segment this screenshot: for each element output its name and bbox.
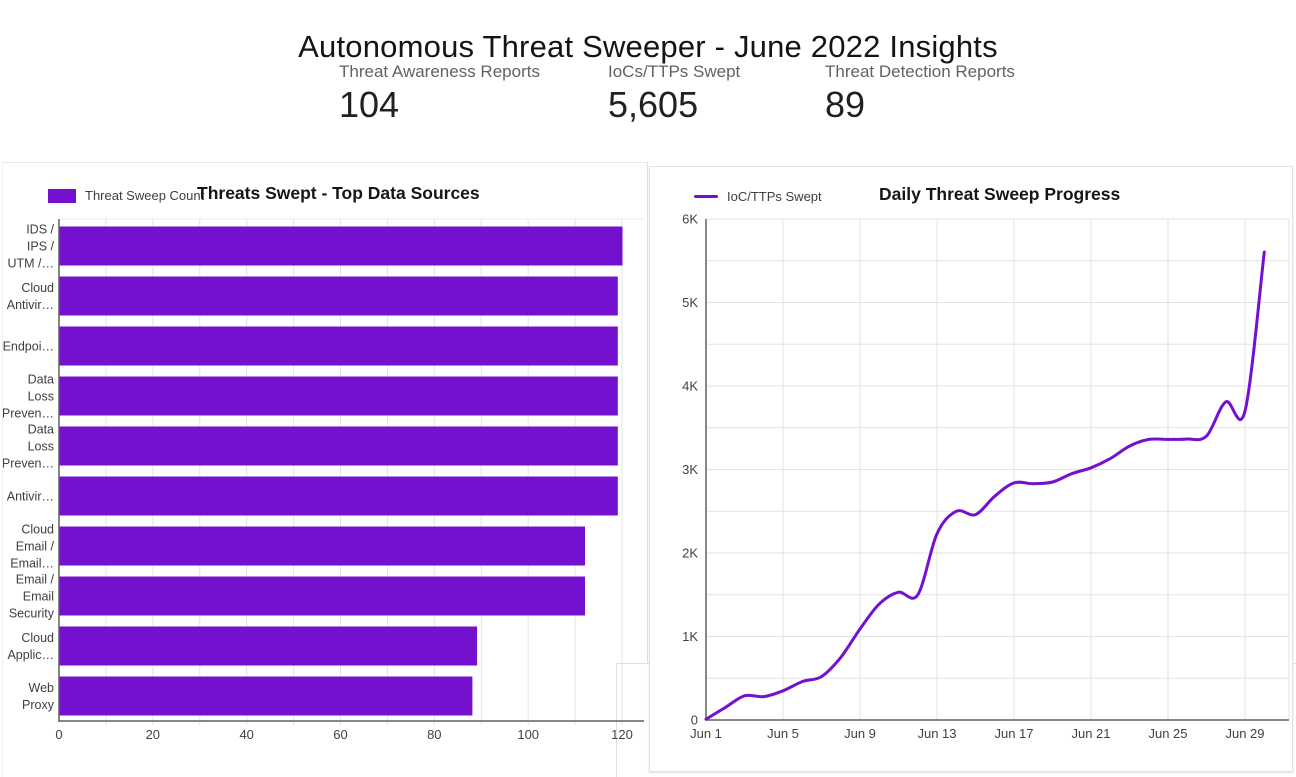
kpi-value: 5,605	[608, 84, 699, 125]
svg-text:Data: Data	[28, 373, 54, 387]
kpi-label: Threat Detection Reports	[825, 62, 1015, 81]
svg-text:Jun 25: Jun 25	[1148, 726, 1187, 741]
y-axis-tick-labels: 0 1K 2K 3K 4K 5K 6K	[682, 212, 698, 728]
svg-text:2K: 2K	[682, 546, 698, 561]
svg-text:Jun 9: Jun 9	[844, 726, 876, 741]
svg-text:Web: Web	[29, 681, 55, 695]
bar-segment[interactable]	[59, 326, 618, 366]
legend-label: Threat Sweep Count	[85, 188, 205, 203]
bar-segment[interactable]	[59, 426, 618, 466]
bar-segment[interactable]	[59, 626, 478, 666]
bar-segment[interactable]	[59, 526, 586, 566]
legend-line-swatch-icon	[694, 195, 718, 198]
svg-text:4K: 4K	[682, 379, 698, 394]
bar-chart-plot[interactable]: 0 20 40 60 80 100 120 IDS / IPS / UTM /… Cloud Anti…	[3, 163, 647, 777]
svg-text:Email…: Email…	[10, 557, 54, 571]
svg-text:Data: Data	[28, 423, 54, 437]
svg-text:UTM /…: UTM /…	[7, 257, 54, 271]
svg-text:60: 60	[333, 727, 347, 742]
category-labels: IDS / IPS / UTM /… Cloud Antivir… Endpoi… Data…	[3, 223, 55, 713]
svg-text:80: 80	[427, 727, 441, 742]
line-chart-gridlines	[706, 218, 1290, 720]
legend-label: IoC/TTPs Swept	[727, 189, 822, 204]
kpi-value: 104	[339, 84, 400, 125]
kpi-iocs-ttps-swept: IoCs/TTPs Swept 5,605	[608, 62, 740, 125]
svg-text:Email /: Email /	[16, 540, 55, 554]
svg-text:Security: Security	[9, 607, 55, 621]
bar-segment[interactable]	[59, 276, 618, 316]
svg-text:20: 20	[146, 727, 160, 742]
svg-text:IPS /: IPS /	[27, 240, 55, 254]
svg-text:Proxy: Proxy	[22, 698, 55, 712]
bar-segment[interactable]	[59, 576, 586, 616]
svg-text:5K: 5K	[682, 295, 698, 310]
svg-text:Antivir…: Antivir…	[7, 298, 54, 312]
svg-text:0: 0	[55, 727, 62, 742]
line-chart-axes	[705, 219, 1289, 721]
svg-text:Cloud: Cloud	[21, 281, 54, 295]
bar-segment[interactable]	[59, 376, 618, 416]
x-axis-tick-labels: Jun 1 Jun 5 Jun 9 Jun 13 Jun 17 Jun 21 Jun 25 J…	[690, 726, 1264, 741]
svg-text:Preven…: Preven…	[3, 457, 54, 471]
legend-color-swatch-icon	[48, 188, 76, 203]
svg-text:Jun 13: Jun 13	[917, 726, 956, 741]
line-series-path[interactable]	[704, 250, 1266, 721]
svg-text:Cloud: Cloud	[21, 631, 54, 645]
svg-text:Jun 1: Jun 1	[690, 726, 722, 741]
svg-text:120: 120	[611, 727, 633, 742]
kpi-label: Threat Awareness Reports	[339, 62, 540, 81]
kpi-value: 89	[825, 84, 866, 125]
svg-text:3K: 3K	[682, 462, 698, 477]
line-chart-legend: IoC/TTPs Swept	[694, 189, 822, 204]
kpi-threat-detection-reports: Threat Detection Reports 89	[825, 62, 1015, 125]
bar-chart-title: Threats Swept - Top Data Sources	[197, 183, 480, 203]
svg-text:1K: 1K	[682, 629, 698, 644]
bar-series	[59, 226, 623, 716]
line-chart-title: Daily Threat Sweep Progress	[879, 184, 1121, 204]
line-chart-plot[interactable]: 0 1K 2K 3K 4K 5K 6K Jun 1 Jun 5 Jun 9 Jun 13 Jun 17…	[650, 167, 1290, 769]
svg-text:Applic…: Applic…	[7, 648, 54, 662]
svg-text:40: 40	[239, 727, 253, 742]
bar-chart-axes	[58, 219, 644, 722]
svg-text:Loss: Loss	[28, 390, 54, 404]
svg-text:Cloud: Cloud	[21, 523, 54, 537]
svg-text:Antivir…: Antivir…	[7, 490, 54, 504]
svg-text:IDS /: IDS /	[26, 223, 54, 237]
x-axis-tick-labels: 0 20 40 60 80 100 120	[55, 727, 632, 742]
svg-text:100: 100	[517, 727, 539, 742]
svg-text:6K: 6K	[682, 212, 698, 227]
svg-text:Jun 5: Jun 5	[767, 726, 799, 741]
kpi-label: IoCs/TTPs Swept	[608, 62, 741, 81]
svg-text:Jun 21: Jun 21	[1071, 726, 1110, 741]
svg-text:Email /: Email /	[16, 573, 55, 587]
bar-chart-legend: Threat Sweep Count	[48, 188, 204, 203]
page-title: Autonomous Threat Sweeper - June 2022 In…	[298, 28, 998, 64]
svg-text:Jun 29: Jun 29	[1225, 726, 1264, 741]
kpi-threat-awareness-reports: Threat Awareness Reports 104	[339, 62, 540, 125]
svg-text:Email: Email	[23, 590, 54, 604]
line-chart-card: IoC/TTPs Swept Daily Threat Sweep Progre…	[649, 166, 1293, 772]
bar-chart-card: Threat Sweep Count Threats Swept - Top D…	[2, 162, 648, 777]
svg-text:Jun 17: Jun 17	[994, 726, 1033, 741]
svg-text:Preven…: Preven…	[3, 407, 54, 421]
svg-text:Loss: Loss	[28, 440, 54, 454]
bar-segment[interactable]	[59, 676, 473, 716]
svg-text:Endpoi…: Endpoi…	[3, 340, 54, 354]
svg-text:0: 0	[691, 713, 698, 728]
bar-segment[interactable]	[59, 476, 618, 516]
bar-segment[interactable]	[59, 226, 623, 266]
